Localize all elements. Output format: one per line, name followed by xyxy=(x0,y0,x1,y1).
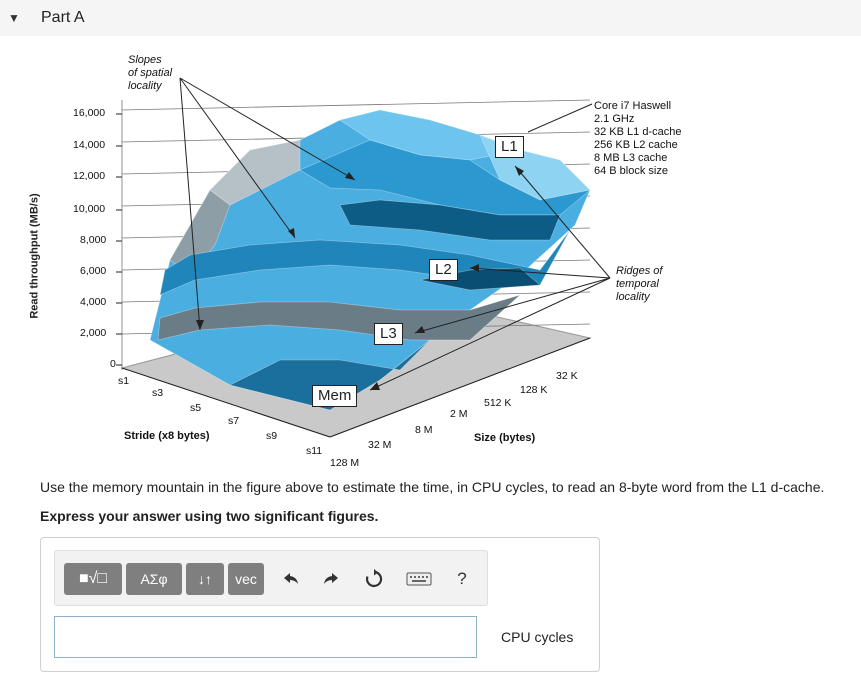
y-axis-label: Read throughput (MB/s) xyxy=(28,193,41,319)
memory-mountain-graphic xyxy=(116,77,611,438)
stride-tick: s9 xyxy=(266,430,278,442)
y-tick: 12,000 xyxy=(73,170,106,182)
size-tick: 2 M xyxy=(450,408,468,420)
y-tick: 4,000 xyxy=(80,296,107,308)
templates-button[interactable]: ■√□ xyxy=(64,563,122,595)
unit-label: CPU cycles xyxy=(501,629,574,645)
memory-mountain-figure: Read throughput (MB/s) 16,000 14,000 12,… xyxy=(0,40,861,480)
collapse-caret-icon[interactable]: ▼ xyxy=(8,11,20,25)
y-tick: 16,000 xyxy=(73,107,106,119)
reset-icon[interactable] xyxy=(360,565,388,593)
answer-input[interactable] xyxy=(54,616,477,658)
instruction-text: Express your answer using two significan… xyxy=(40,508,379,524)
size-tick: 512 K xyxy=(484,397,512,409)
size-tick: 128 M xyxy=(330,457,360,469)
math-toolbar: ■√□ ΑΣφ ↓↑ vec ? xyxy=(54,550,488,606)
ridges-annotation: Ridges of temporal locality xyxy=(616,265,663,303)
size-tick: 32 M xyxy=(368,439,392,451)
stride-axis-label: Stride (x8 bytes) xyxy=(124,430,210,442)
cpu-specs: Core i7 Haswell 2.1 GHz 32 KB L1 d-cache… xyxy=(594,100,682,177)
question-text: Use the memory mountain in the figure ab… xyxy=(40,479,825,495)
answer-panel: ■√□ ΑΣφ ↓↑ vec ? CPU cycles xyxy=(40,537,600,672)
greek-symbols-button[interactable]: ΑΣφ xyxy=(126,563,182,595)
l3-label: L3 xyxy=(374,323,403,345)
l1-label: L1 xyxy=(495,136,524,158)
size-tick: 8 M xyxy=(415,424,433,436)
mem-label: Mem xyxy=(312,385,358,407)
y-tick: 10,000 xyxy=(73,203,106,215)
vector-button[interactable]: vec xyxy=(228,563,264,595)
y-tick: 2,000 xyxy=(80,327,107,339)
size-axis-label: Size (bytes) xyxy=(474,432,536,444)
y-tick: 0 xyxy=(110,358,116,370)
stride-tick: s5 xyxy=(190,402,202,414)
slopes-annotation: Slopes of spatial locality xyxy=(128,54,173,92)
part-header[interactable]: ▼ Part A xyxy=(0,0,861,36)
help-icon[interactable]: ? xyxy=(457,569,467,588)
y-tick: 8,000 xyxy=(80,234,107,246)
subscript-superscript-button[interactable]: ↓↑ xyxy=(186,563,224,595)
y-tick: 6,000 xyxy=(80,265,107,277)
redo-icon[interactable] xyxy=(316,565,344,593)
stride-tick: s3 xyxy=(152,387,164,399)
keyboard-icon[interactable] xyxy=(405,565,433,593)
size-tick: 128 K xyxy=(520,384,548,396)
stride-tick: s1 xyxy=(118,375,130,387)
l2-label: L2 xyxy=(429,259,458,281)
size-tick: 32 K xyxy=(556,370,578,382)
y-tick: 14,000 xyxy=(73,139,106,151)
stride-tick: s11 xyxy=(306,445,323,457)
stride-tick: s7 xyxy=(228,415,240,427)
part-title: Part A xyxy=(41,9,85,26)
undo-icon[interactable] xyxy=(278,565,306,593)
